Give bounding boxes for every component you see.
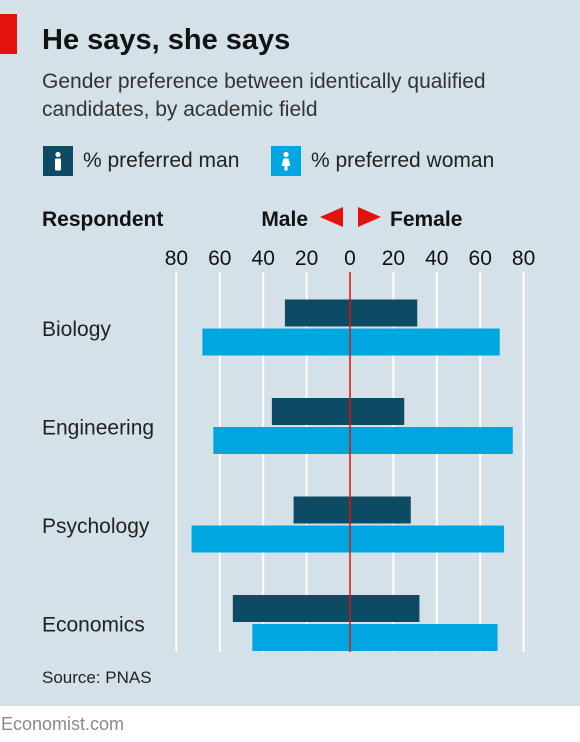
legend-item-man: % preferred man (43, 146, 239, 176)
x-tick-label: 60 (208, 247, 231, 270)
tick-labels: 80 60 40 20 0 20 40 60 80 (165, 247, 536, 270)
x-tick-label: 20 (382, 247, 405, 270)
chart-svg: Respondent Male Female 80 60 40 20 0 20 40 60 80… (42, 207, 536, 652)
bars (191, 299, 513, 651)
x-tick-label: 40 (252, 247, 275, 270)
x-tick-label: 0 (344, 247, 356, 270)
x-tick-label: 80 (512, 247, 535, 270)
x-tick-label: 80 (165, 247, 188, 270)
direction-label-male: Male (261, 208, 308, 231)
bar-preferred-man (271, 398, 405, 425)
bar-preferred-woman (202, 328, 500, 356)
x-tick-label: 40 (425, 247, 448, 270)
bar-preferred-woman (213, 427, 513, 454)
row-header: Respondent (42, 208, 163, 231)
arrow-right-icon (358, 207, 381, 227)
bar-preferred-woman (191, 525, 505, 553)
brand-red-tag (0, 14, 17, 54)
brand-footer: Economist.com (1, 714, 125, 734)
bar-preferred-woman (252, 624, 498, 651)
person-icon (271, 146, 301, 176)
category-label: Engineering (42, 417, 154, 440)
legend-label-man: % preferred man (83, 149, 240, 172)
legend-item-woman: % preferred woman (271, 146, 494, 176)
category-label: Psychology (42, 515, 150, 538)
category-label: Biology (42, 318, 111, 341)
direction-label-female: Female (390, 208, 462, 231)
x-tick-label: 20 (295, 247, 318, 270)
chart-title: He says, she says (42, 24, 291, 56)
bar-preferred-man (232, 595, 420, 622)
category-labels: Biology Engineering Psychology Economics (42, 318, 154, 637)
legend-label-woman: % preferred woman (311, 149, 495, 172)
arrow-left-icon (320, 207, 343, 227)
source-note: Source: PNAS (42, 668, 152, 687)
person-icon (43, 146, 73, 176)
bar-preferred-man (293, 496, 411, 524)
x-tick-label: 60 (469, 247, 492, 270)
category-label: Economics (42, 614, 145, 637)
bar-preferred-man (284, 299, 418, 327)
chart-subtitle: Gender preference between identically qu… (42, 70, 486, 121)
